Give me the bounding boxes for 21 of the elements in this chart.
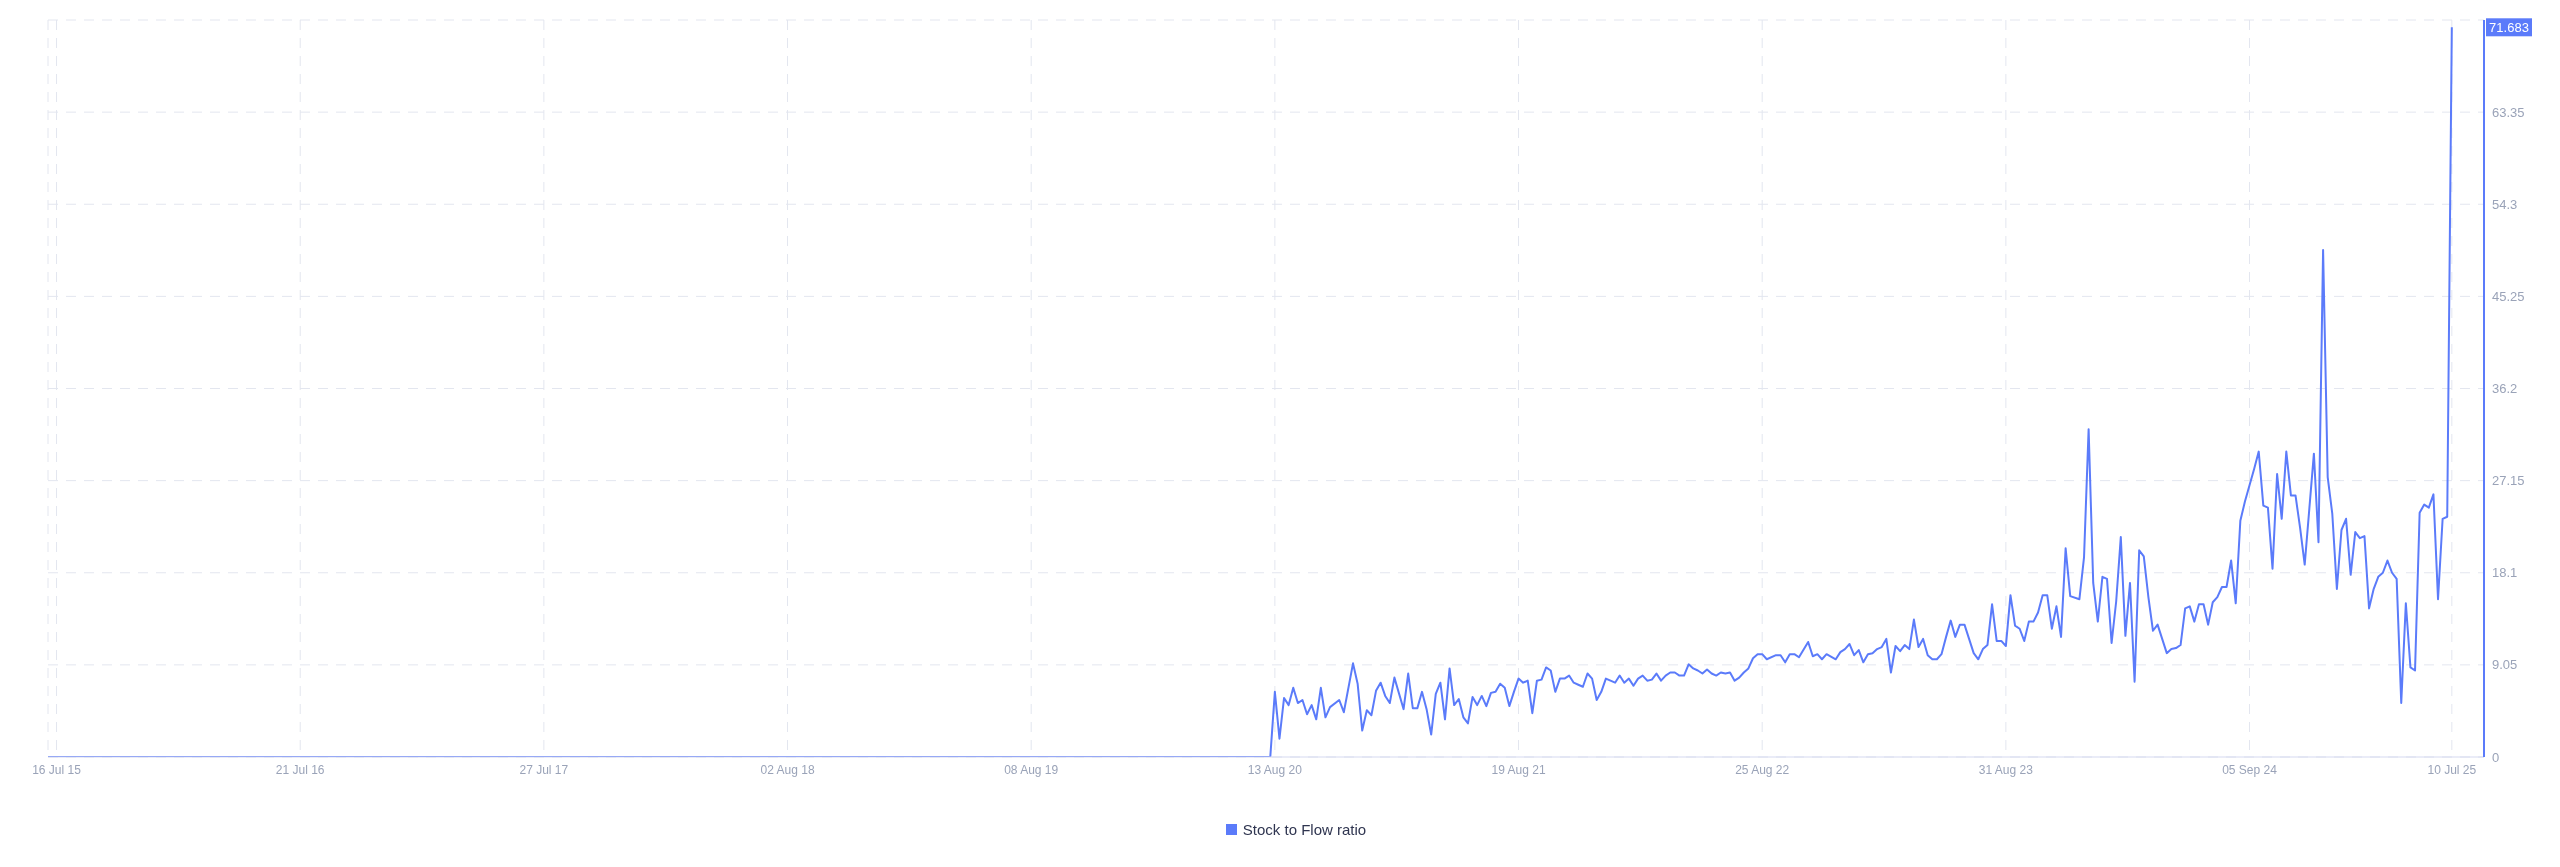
annotation: 71.683 — [2489, 20, 2529, 36]
y-tick-label: 0 — [2492, 749, 2500, 765]
x-tick-label: 10 Jul 25 — [2427, 762, 2477, 777]
x-tick-label: 16 Jul 15 — [32, 762, 82, 777]
legend-label: Stock to Flow ratio — [1242, 821, 1367, 838]
y-tick-label: 27.15 — [2492, 473, 2525, 489]
x-tick-label: 08 Aug 19 — [1004, 762, 1059, 777]
x-tick-label: 19 Aug 21 — [1491, 762, 1546, 777]
x-tick-label: 13 Aug 20 — [1247, 762, 1303, 777]
y-tick-label: 45.25 — [2492, 288, 2525, 304]
x-tick-label: 27 Jul 17 — [519, 762, 569, 777]
y-tick-label: 63.35 — [2492, 104, 2525, 120]
y-tick-label: 54.3 — [2492, 196, 2518, 212]
y-tick-label: 36.2 — [2492, 381, 2518, 397]
x-tick-label: 02 Aug 18 — [760, 762, 815, 777]
y-tick-label: 9.05 — [2492, 657, 2518, 673]
x-tick-label: 05 Sep 24 — [2222, 762, 2278, 777]
x-tick-label: 25 Aug 22 — [1735, 762, 1790, 777]
y-tick-label: 18.1 — [2492, 565, 2518, 581]
x-tick-label: 21 Jul 16 — [275, 762, 325, 777]
x-tick-label: 31 Aug 23 — [1978, 762, 2034, 777]
